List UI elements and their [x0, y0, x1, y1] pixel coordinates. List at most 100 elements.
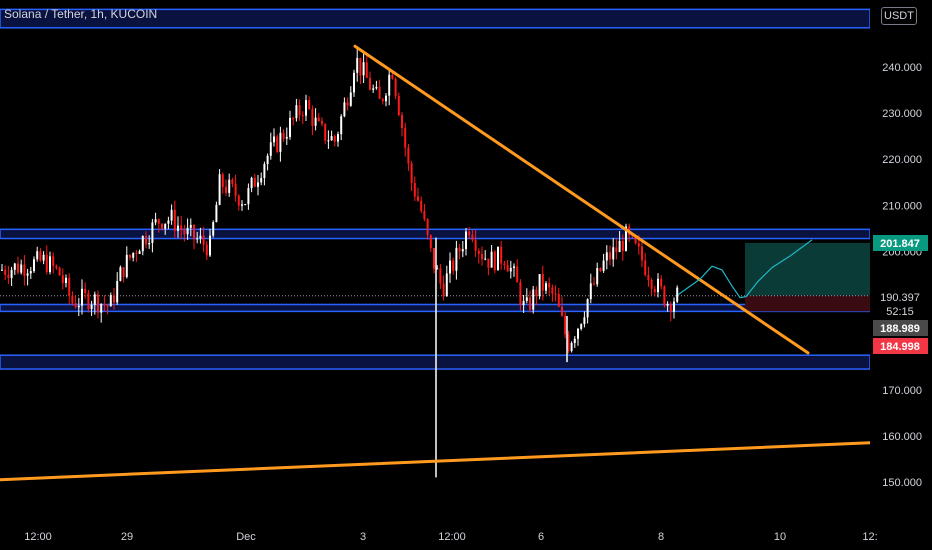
zone-1: [0, 228, 871, 240]
candle-body: [260, 177, 263, 183]
candle-body: [321, 120, 323, 124]
candle-body: [173, 209, 176, 231]
candle-body: [353, 72, 355, 93]
x-tick-3: 3: [360, 531, 366, 543]
price-label-bg-0: [873, 235, 928, 251]
candle-body: [605, 252, 608, 261]
candle-body: [199, 235, 202, 239]
candle-body: [29, 271, 32, 274]
candle-body: [231, 179, 234, 184]
candle-body: [394, 78, 397, 96]
candle-body: [100, 304, 103, 313]
candle-body: [132, 252, 135, 258]
candle-body: [497, 246, 499, 271]
candle-body: [449, 260, 451, 274]
candle-body: [167, 220, 170, 224]
candle-body: [452, 260, 455, 271]
price-labels: 201.847 190.397 52:15 188.989 184.998: [873, 235, 928, 354]
candle-body: [324, 123, 327, 141]
candle-body: [445, 273, 448, 297]
currency-button[interactable]: USDT: [881, 7, 917, 25]
candle-body: [458, 247, 461, 252]
candle-body: [193, 224, 195, 240]
candle-body: [189, 224, 192, 228]
candle-body: [61, 275, 64, 283]
candle-body: [257, 182, 259, 187]
time-axis[interactable]: 12:00 29 Dec 3 12:00 6 8 10 12:: [0, 521, 932, 550]
candle-body: [647, 274, 650, 280]
candle-body: [375, 86, 378, 89]
candle-body: [513, 266, 515, 268]
candle-body: [55, 265, 58, 268]
candle-body: [465, 231, 467, 250]
candle-body: [388, 74, 391, 96]
candle-body: [42, 254, 45, 261]
candle-body: [84, 288, 87, 294]
candle-body: [225, 186, 227, 193]
trendlines[interactable]: [0, 44, 872, 482]
candle-body: [577, 328, 579, 339]
candle-body: [33, 259, 35, 272]
candle-body: [196, 238, 199, 240]
price-axis[interactable]: 240.000230.000220.000210.000200.000170.0…: [870, 0, 932, 550]
candle-body: [385, 95, 387, 102]
candle-body: [212, 222, 215, 236]
candle-body: [602, 260, 605, 271]
candle-body: [580, 324, 583, 329]
candle-body: [154, 219, 157, 223]
candle-body: [218, 174, 221, 205]
candle-body: [359, 57, 362, 76]
candle-body: [202, 235, 205, 245]
candle-body: [487, 258, 490, 268]
candle-body: [349, 92, 352, 106]
candle-body: [116, 280, 119, 303]
candle-body: [65, 277, 67, 283]
candle-body: [279, 132, 282, 152]
candle-body: [391, 74, 394, 79]
candle-body: [676, 287, 679, 302]
candle-body: [410, 163, 413, 183]
time-axis-bg: [0, 521, 932, 550]
candle-body: [209, 235, 211, 256]
candle-body: [545, 283, 547, 291]
candle-body: [273, 136, 275, 143]
candle-body: [317, 117, 320, 121]
trendline-0: [353, 44, 810, 355]
candle-body: [308, 100, 311, 110]
candle-body: [7, 274, 10, 279]
candle-body: [145, 236, 147, 245]
candle-body: [81, 288, 83, 306]
candle-body: [138, 251, 141, 254]
candle-body: [586, 299, 589, 318]
candle-body: [45, 254, 48, 273]
x-tick-8: 12:: [862, 531, 877, 543]
candle-body: [548, 283, 551, 288]
candle-body: [455, 247, 458, 271]
candle-body: [330, 136, 333, 141]
candle-body: [417, 196, 419, 201]
candle-body: [612, 247, 615, 260]
candle-body: [13, 263, 16, 270]
price-label-0: 201.847: [880, 238, 920, 250]
candle-body: [337, 134, 339, 142]
x-tick-5: 6: [538, 531, 544, 543]
candle-body: [589, 283, 592, 300]
y-tick-1: 230.000: [882, 108, 922, 120]
x-tick-2: Dec: [236, 531, 256, 543]
candle-body: [554, 293, 557, 295]
candle-body: [39, 251, 42, 261]
x-tick-1: 29: [121, 531, 133, 543]
candle-body: [340, 116, 343, 135]
candle-body: [247, 188, 250, 205]
candle-body: [404, 128, 407, 148]
candle-body: [77, 305, 80, 308]
candle-body: [596, 267, 599, 285]
candle-body: [20, 264, 23, 273]
projection-path: [677, 239, 813, 299]
candle-body: [401, 115, 403, 129]
candle-body: [228, 179, 231, 193]
candle-body: [177, 225, 179, 231]
candle-body: [500, 246, 503, 264]
candle-body: [618, 240, 621, 253]
